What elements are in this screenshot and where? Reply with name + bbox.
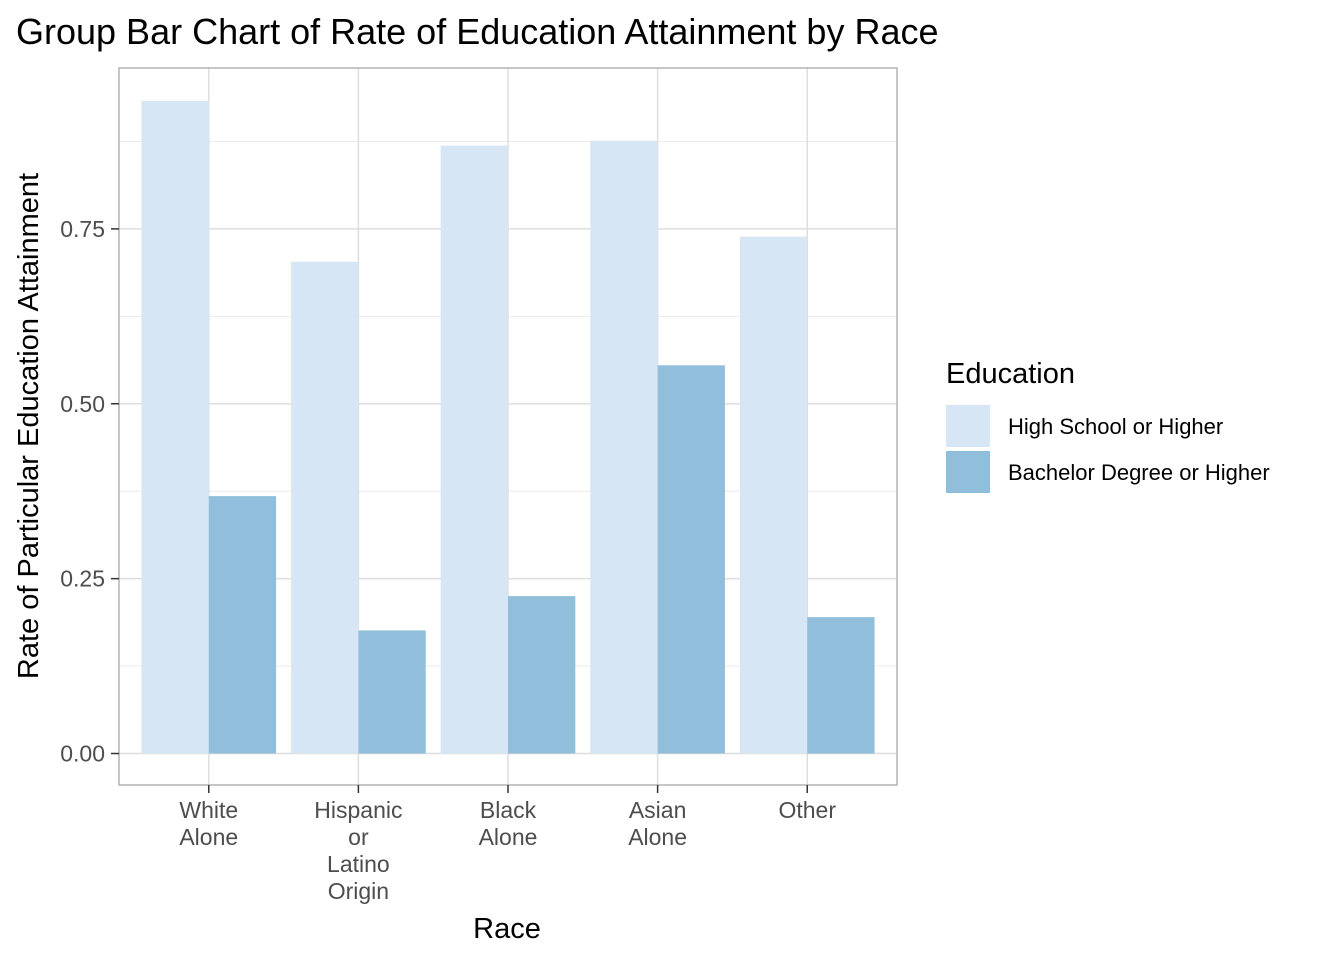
- bar: [807, 617, 875, 754]
- y-tick-label: 0.75: [60, 216, 105, 242]
- y-tick-label: 0.50: [60, 391, 105, 417]
- x-tick-label: Asian Alone: [628, 797, 687, 850]
- bar: [508, 596, 576, 754]
- bar: [657, 365, 725, 754]
- x-tick-label: Black Alone: [479, 797, 538, 850]
- x-tick-label: Other: [778, 797, 836, 823]
- bar: [739, 236, 808, 754]
- bars: [141, 100, 875, 754]
- x-tick-label: Hispanic or Latino Origin: [314, 797, 402, 904]
- y-axis: 0.00 0.25 0.50 0.75: [60, 216, 119, 767]
- bar: [291, 261, 359, 754]
- y-tick-label: 0.00: [60, 741, 105, 767]
- x-axis-title: Race: [473, 913, 541, 945]
- x-axis: White Alone Hispanic or Latino Origin Black Alo…: [179, 785, 836, 904]
- bar: [440, 145, 508, 754]
- y-axis-title: Rate of Particular Education Attainment: [13, 173, 45, 679]
- bar: [358, 630, 426, 754]
- legend-label: Bachelor Degree or Higher: [1008, 460, 1270, 485]
- chart-title: Group Bar Chart of Rate of Education Att…: [16, 11, 939, 52]
- bar: [141, 100, 209, 754]
- bar: [208, 496, 277, 754]
- legend-key: [946, 405, 990, 447]
- bar: [590, 140, 658, 754]
- legend-label: High School or Higher: [1008, 414, 1223, 439]
- y-tick-label: 0.25: [60, 566, 105, 592]
- legend: Education High School or Higher Bachelor …: [946, 358, 1270, 493]
- legend-title: Education: [946, 358, 1075, 390]
- legend-key: [946, 451, 990, 493]
- x-tick-label: White Alone: [179, 797, 238, 850]
